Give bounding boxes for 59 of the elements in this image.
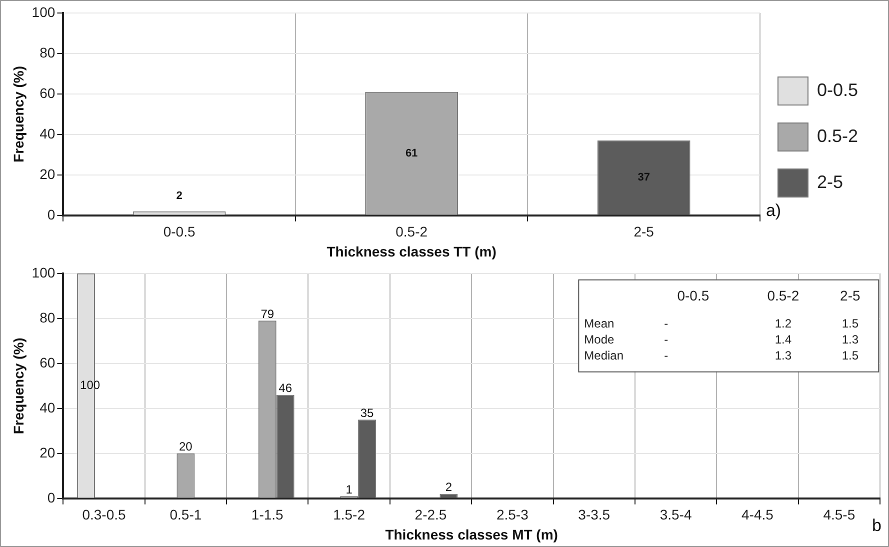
x-tick-label: 4-4.5 [742, 506, 774, 523]
annotation: 1.3 [842, 332, 859, 347]
y-tick-label: 100 [32, 4, 56, 20]
data-label: 1 [346, 482, 353, 496]
legend-label: 0.5-2 [816, 126, 858, 146]
y-tick-label: 80 [40, 309, 56, 326]
data-label: 20 [179, 440, 193, 454]
annotation: - [664, 316, 668, 331]
data-label: 37 [638, 172, 650, 184]
data-label: 61 [405, 147, 418, 160]
x-tick-label: 1-1.5 [251, 506, 284, 523]
annotation: Median [584, 348, 624, 363]
annotation: 0.5-2 [767, 287, 800, 304]
text: a) [766, 201, 782, 220]
x-tick-label: 0.5-2 [396, 224, 428, 240]
x-axis-title: Thickness classes TT (m) [326, 243, 496, 260]
data-label: 2 [445, 480, 452, 494]
annotation: 1.5 [842, 348, 859, 363]
y-tick-label: 40 [40, 399, 56, 416]
legend-label: 2-5 [816, 172, 843, 192]
x-tick-label: 2-5 [634, 224, 654, 240]
data-label: 2 [176, 190, 182, 202]
x-tick-label: 2.5-3 [496, 506, 529, 523]
y-tick-label: 60 [40, 84, 56, 101]
x-tick-label: 0-0.5 [163, 224, 196, 240]
data-label: 79 [260, 306, 274, 321]
annotation: 0-0.5 [677, 287, 710, 304]
annotation: 1.5 [842, 316, 859, 331]
y-tick-label: 80 [40, 44, 56, 60]
y-tick-label: 20 [40, 166, 56, 182]
x-tick-label: 3-3.5 [578, 506, 610, 523]
data-label: 46 [278, 381, 292, 396]
x-tick-label: 4.5-5 [823, 506, 856, 523]
annotation: - [664, 332, 668, 347]
y-tick-label: 0 [47, 489, 56, 506]
annotation: Mean [584, 316, 614, 331]
y-tick-label: 100 [32, 264, 56, 280]
y-tick-label: 20 [40, 444, 56, 460]
text: b [872, 516, 882, 536]
legend-label: 0-0.5 [816, 80, 858, 100]
x-axis-title: Thickness classes MT (m) [385, 526, 558, 542]
data-label: 35 [360, 406, 374, 420]
x-tick-label: 2-2.5 [414, 506, 447, 523]
y-tick-label: 0 [47, 206, 56, 222]
x-tick-label: 0.3-0.5 [82, 506, 126, 523]
annotation: - [664, 348, 668, 363]
x-tick-label: 0.5-1 [170, 506, 202, 523]
y-axis-title: Frequency (%) [10, 338, 26, 434]
y-axis-title: Frequency (%) [10, 66, 26, 162]
data-label: 100 [80, 378, 100, 392]
x-tick-label: 3.5-4 [660, 506, 692, 523]
y-tick-label: 40 [40, 125, 56, 142]
annotation: 1.2 [774, 316, 792, 331]
annotation: 1.4 [774, 332, 792, 347]
y-tick-label: 60 [40, 354, 56, 370]
annotation: Mode [584, 332, 614, 347]
annotation: 1.3 [774, 348, 792, 363]
x-tick-label: 1.5-2 [333, 506, 366, 523]
annotation: 2-5 [840, 287, 860, 304]
